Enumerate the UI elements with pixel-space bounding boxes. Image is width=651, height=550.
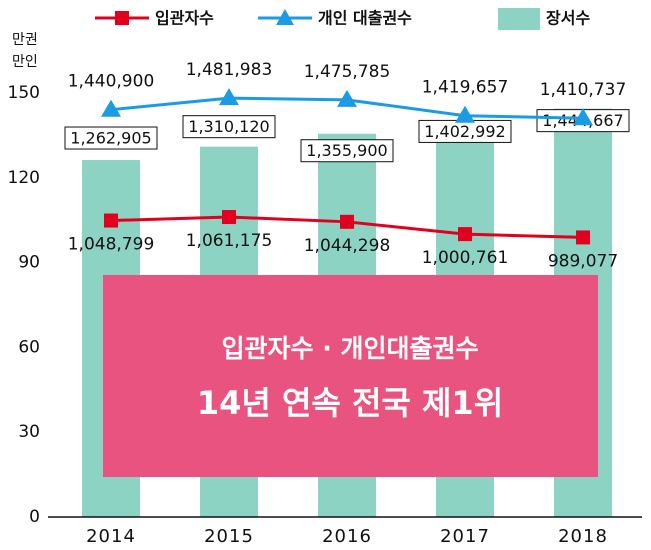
value-label: 1,310,120 <box>188 117 269 136</box>
legend-label: 개인 대출권수 <box>318 9 412 28</box>
value-label: 1,355,900 <box>306 141 387 160</box>
banner <box>103 275 598 477</box>
marker <box>455 105 475 123</box>
banner-text: 14년 연속 전국 제1위 <box>197 384 503 422</box>
value-label: 989,077 <box>548 251 618 271</box>
legend-marker <box>115 11 129 25</box>
x-tick-label: 2015 <box>204 526 254 547</box>
legend-label: 장서수 <box>546 9 590 28</box>
marker <box>573 108 593 126</box>
y-tick-label: 150 <box>8 83 40 103</box>
y-tick-label: 30 <box>18 422 40 442</box>
x-tick-label: 2016 <box>322 526 372 547</box>
y-tick-label: 0 <box>29 507 40 527</box>
legend-swatch <box>498 8 540 30</box>
value-label: 1,481,983 <box>186 60 273 80</box>
value-label: 1,061,175 <box>186 231 273 251</box>
value-label: 1,440,900 <box>68 72 155 92</box>
value-label: 1,475,785 <box>304 62 391 82</box>
y-tick-label: 120 <box>8 168 40 188</box>
value-label-box <box>64 126 158 150</box>
y-tick-label: 90 <box>18 253 40 273</box>
legend-marker <box>276 9 294 25</box>
marker <box>219 88 239 106</box>
y-unit-label: 만권 <box>12 32 38 48</box>
marker <box>576 230 590 245</box>
value-label: 1,402,992 <box>424 122 505 141</box>
value-label: 1,410,737 <box>540 80 627 100</box>
banner-text: 입관자수 · 개인대출권수 <box>222 334 479 363</box>
value-label: 1,262,905 <box>70 129 151 148</box>
value-label: 1,044,298 <box>304 236 391 256</box>
x-tick-label: 2014 <box>86 526 136 547</box>
value-label: 1,000,761 <box>422 248 509 268</box>
y-unit-label: 만인 <box>12 54 38 70</box>
legend-label: 입관자수 <box>155 9 214 28</box>
marker <box>458 227 472 242</box>
value-label: 1,048,799 <box>68 235 155 255</box>
value-label-box <box>300 139 394 163</box>
y-tick-label: 60 <box>18 337 40 357</box>
marker <box>101 99 121 117</box>
marker <box>337 89 357 107</box>
marker <box>340 214 354 229</box>
value-label: 1,419,657 <box>422 78 509 98</box>
marker <box>104 213 118 228</box>
x-tick-label: 2017 <box>440 526 490 547</box>
x-tick-label: 2018 <box>558 526 608 547</box>
value-label-box <box>182 115 276 139</box>
marker <box>222 210 236 225</box>
